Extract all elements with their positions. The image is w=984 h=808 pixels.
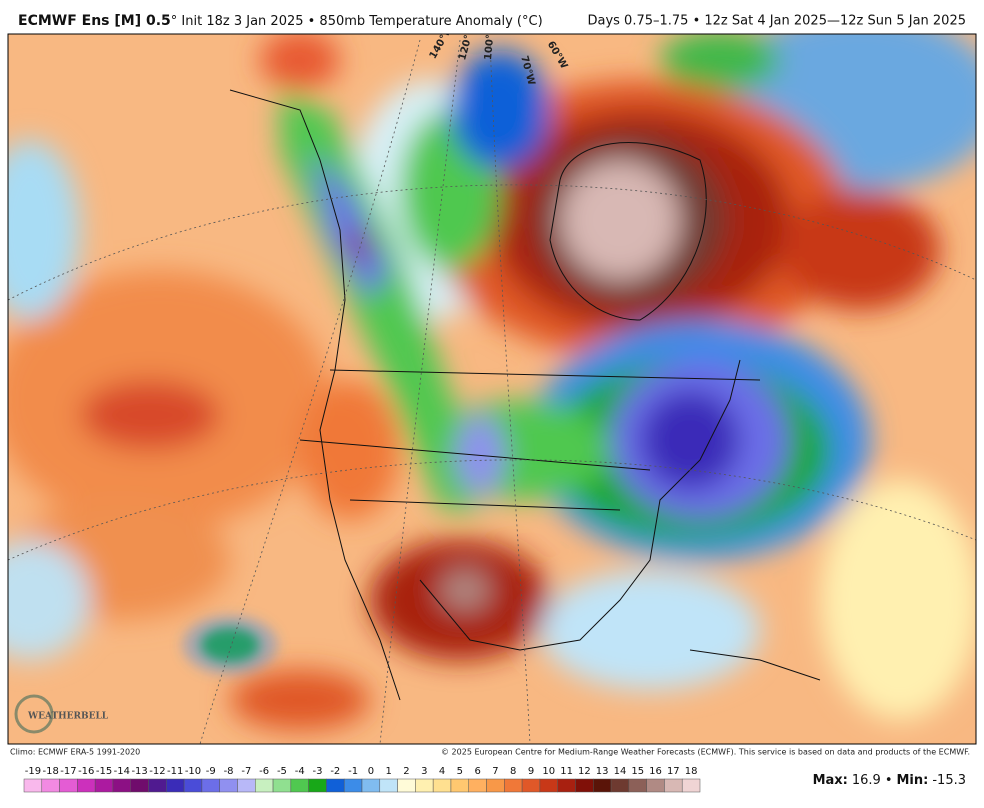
graticule bbox=[8, 39, 976, 744]
colorbar-label: -12 bbox=[149, 766, 165, 777]
separator: • bbox=[885, 773, 893, 788]
climo-note: Climo: ECMWF ERA-5 1991-2020 bbox=[10, 748, 140, 757]
colorbar-label: 0 bbox=[368, 766, 374, 777]
colorbar-label: 2 bbox=[403, 766, 409, 777]
colorbar-swatch bbox=[183, 778, 203, 793]
colorbar-swatch bbox=[361, 778, 381, 793]
colorbar-label: -9 bbox=[206, 766, 216, 777]
colorbar-label: 13 bbox=[596, 766, 609, 777]
colorbar-label: 4 bbox=[439, 766, 445, 777]
colorbar-swatch bbox=[112, 778, 131, 793]
colorbar-label: -2 bbox=[330, 766, 340, 777]
colorbar-swatch bbox=[77, 778, 96, 793]
colorbar-label: 5 bbox=[457, 766, 463, 777]
colorbar-swatch bbox=[450, 778, 469, 793]
max-label: Max: bbox=[813, 773, 848, 788]
colorbar-swatch bbox=[575, 778, 594, 793]
colorbar: -19 -18 -17 -16 -15 -14 -13 -12 -11 -10 -9 -8 -7 -6 -5… bbox=[23, 766, 701, 793]
colorbar-label: 1 bbox=[385, 766, 391, 777]
colorbar-swatch bbox=[539, 778, 558, 793]
map-frame bbox=[7, 33, 977, 745]
colorbar-swatch bbox=[468, 778, 487, 793]
colorbar-label: 17 bbox=[667, 766, 680, 777]
colorbar-label: -8 bbox=[224, 766, 234, 777]
colorbar-swatch bbox=[343, 778, 363, 793]
map: 140°W 120°W 100°W 70°W 60°W WEATHERBELL bbox=[8, 23, 976, 744]
colorbar-swatch bbox=[59, 778, 78, 793]
colorbar-label: -5 bbox=[277, 766, 287, 777]
colorbar-label: 16 bbox=[649, 766, 662, 777]
colorbar-swatch bbox=[681, 778, 701, 793]
title-rest: ° Init 18z 3 Jan 2025 • 850mb Temperatur… bbox=[171, 14, 543, 29]
colorbar-label: 9 bbox=[528, 766, 534, 777]
colorbar-label: -11 bbox=[167, 766, 183, 777]
colorbar-label: -4 bbox=[295, 766, 305, 777]
colorbar-swatch bbox=[23, 778, 43, 793]
colorbar-swatch bbox=[255, 778, 274, 793]
colorbar-swatch bbox=[610, 778, 630, 793]
colorbar-label: 15 bbox=[631, 766, 644, 777]
colorbar-swatch bbox=[415, 778, 434, 793]
colorbar-label: 10 bbox=[542, 766, 555, 777]
colorbar-swatch bbox=[219, 778, 238, 793]
colorbar-label: 3 bbox=[421, 766, 427, 777]
title-bold: ECMWF Ens [M] 0.5 bbox=[18, 13, 171, 29]
colorbar-swatch bbox=[201, 778, 220, 793]
min-label: Min: bbox=[897, 773, 929, 788]
colorbar-swatch bbox=[326, 778, 345, 793]
colorbar-swatch bbox=[504, 778, 523, 793]
colorbar-label: -19 bbox=[25, 766, 41, 777]
colorbar-swatch bbox=[41, 778, 60, 793]
colorbar-swatch bbox=[237, 778, 256, 793]
colorbar-swatch bbox=[379, 778, 398, 793]
colorbar-swatch bbox=[521, 778, 541, 793]
colorbar-swatch bbox=[130, 778, 149, 793]
colorbar-label: -7 bbox=[241, 766, 251, 777]
small-features bbox=[182, 615, 278, 675]
valid-time: Days 0.75–1.75 • 12z Sat 4 Jan 2025—12z … bbox=[587, 14, 966, 29]
logo: WEATHERBELL bbox=[14, 694, 109, 734]
colorbar-swatch bbox=[646, 778, 665, 793]
colorbar-label: 12 bbox=[578, 766, 591, 777]
colorbar-label: -3 bbox=[313, 766, 323, 777]
copyright: © 2025 European Centre for Medium-Range … bbox=[441, 748, 970, 757]
colorbar-label: -14 bbox=[114, 766, 130, 777]
colorbar-swatch bbox=[486, 778, 505, 793]
colorbar-swatch bbox=[664, 778, 683, 793]
colorbar-label: -17 bbox=[60, 766, 76, 777]
anomaly-field bbox=[8, 34, 976, 730]
colorbar-label: 8 bbox=[510, 766, 516, 777]
colorbar-swatch bbox=[148, 778, 167, 793]
colorbar-swatch bbox=[397, 778, 416, 793]
min-value: -15.3 bbox=[932, 773, 966, 788]
colorbar-label: 14 bbox=[614, 766, 627, 777]
colorbar-swatch bbox=[628, 778, 647, 793]
colorbar-label: 11 bbox=[560, 766, 573, 777]
longitude-label: 100°W bbox=[483, 23, 497, 61]
colorbar-swatch bbox=[94, 778, 114, 793]
colorbar-swatch bbox=[272, 778, 292, 793]
colorbar-label: -13 bbox=[131, 766, 147, 777]
colorbar-swatch bbox=[593, 778, 612, 793]
colorbar-label: -18 bbox=[43, 766, 59, 777]
colorbar-label: 18 bbox=[685, 766, 698, 777]
colorbar-swatch bbox=[290, 778, 309, 793]
colorbar-swatch bbox=[166, 778, 185, 793]
colorbar-swatch bbox=[432, 778, 452, 793]
colorbar-label: -16 bbox=[78, 766, 94, 777]
colorbar-label: -1 bbox=[348, 766, 358, 777]
colorbar-label: 6 bbox=[474, 766, 480, 777]
colorbar-swatch bbox=[557, 778, 576, 793]
max-value: 16.9 bbox=[852, 773, 881, 788]
colorbar-label: 7 bbox=[492, 766, 498, 777]
colorbar-label: -10 bbox=[185, 766, 201, 777]
coastlines bbox=[229, 89, 821, 701]
stats: Max: 16.9 • Min: -15.3 bbox=[813, 773, 966, 788]
title: ECMWF Ens [M] 0.5° Init 18z 3 Jan 2025 •… bbox=[18, 13, 543, 29]
logo-text: WEATHERBELL bbox=[27, 712, 109, 722]
colorbar-label: -6 bbox=[259, 766, 269, 777]
colorbar-label: -15 bbox=[96, 766, 112, 777]
colorbar-swatch bbox=[308, 778, 327, 793]
